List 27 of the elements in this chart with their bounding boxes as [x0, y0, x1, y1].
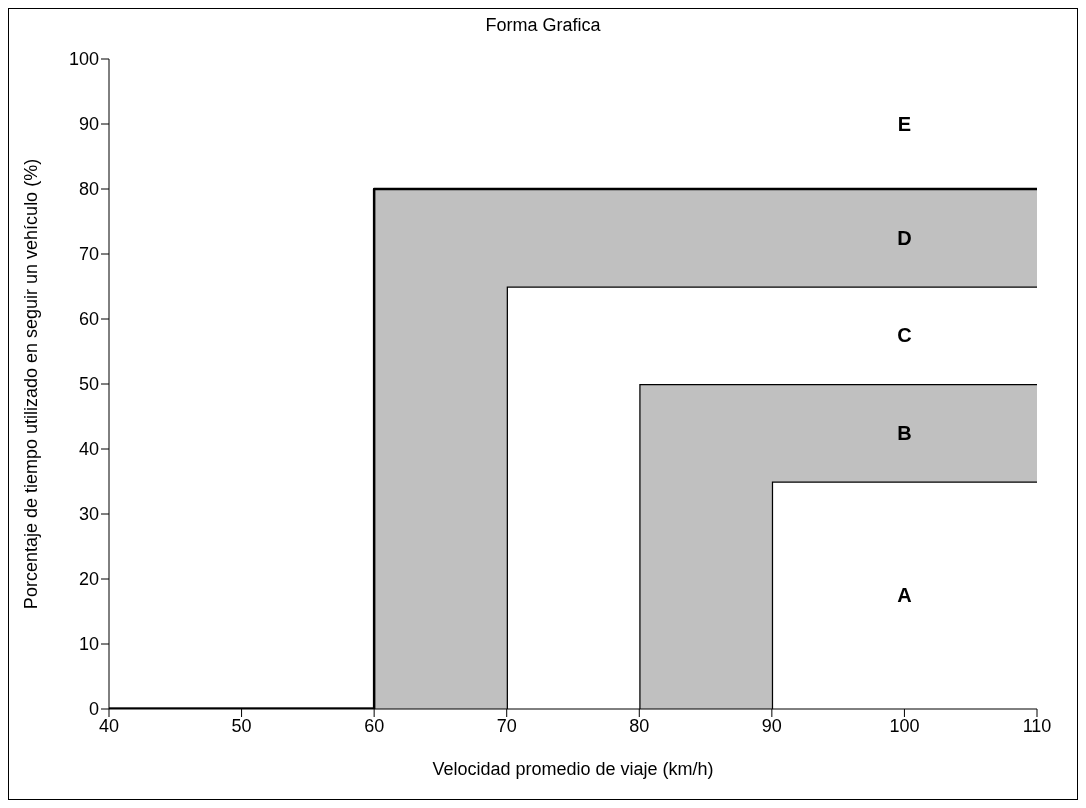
annotation: D: [897, 226, 912, 249]
y-tick-label: 10: [78, 634, 99, 655]
y-axis-title: Porcentaje de tiempo utilizado en seguir un vehículo (%): [21, 158, 42, 610]
annotation: E: [897, 113, 912, 136]
x-axis-title: Velocidad promedio de viaje (km/h): [432, 759, 714, 779]
annotation: B: [897, 421, 912, 444]
x-tick-label: 100: [889, 715, 920, 736]
chart-title: Forma Grafica: [484, 15, 602, 36]
x-tick-label: 80: [629, 715, 650, 736]
x-tick-label: 50: [231, 715, 252, 736]
y-tick-label: 20: [78, 569, 99, 590]
y-tick-label: 40: [78, 439, 99, 460]
x-tick-label: 40: [98, 715, 120, 736]
y-tick-label: 80: [78, 179, 99, 200]
y-tick-label: 30: [78, 504, 99, 525]
y-tick-label: 0: [88, 699, 99, 720]
y-tick-label: 100: [68, 49, 99, 70]
annotation: C: [897, 324, 912, 347]
x-tick-label: 90: [761, 715, 782, 736]
y-tick-label: 90: [78, 114, 99, 135]
y-tick-label: 60: [78, 309, 99, 330]
y-tick-label: 70: [78, 244, 99, 265]
y-tick-label: 50: [78, 374, 99, 395]
x-tick-label: 110: [1022, 715, 1052, 736]
annotation: A: [897, 584, 912, 607]
x-tick-label: 60: [364, 715, 385, 736]
x-tick-label: 70: [496, 715, 517, 736]
